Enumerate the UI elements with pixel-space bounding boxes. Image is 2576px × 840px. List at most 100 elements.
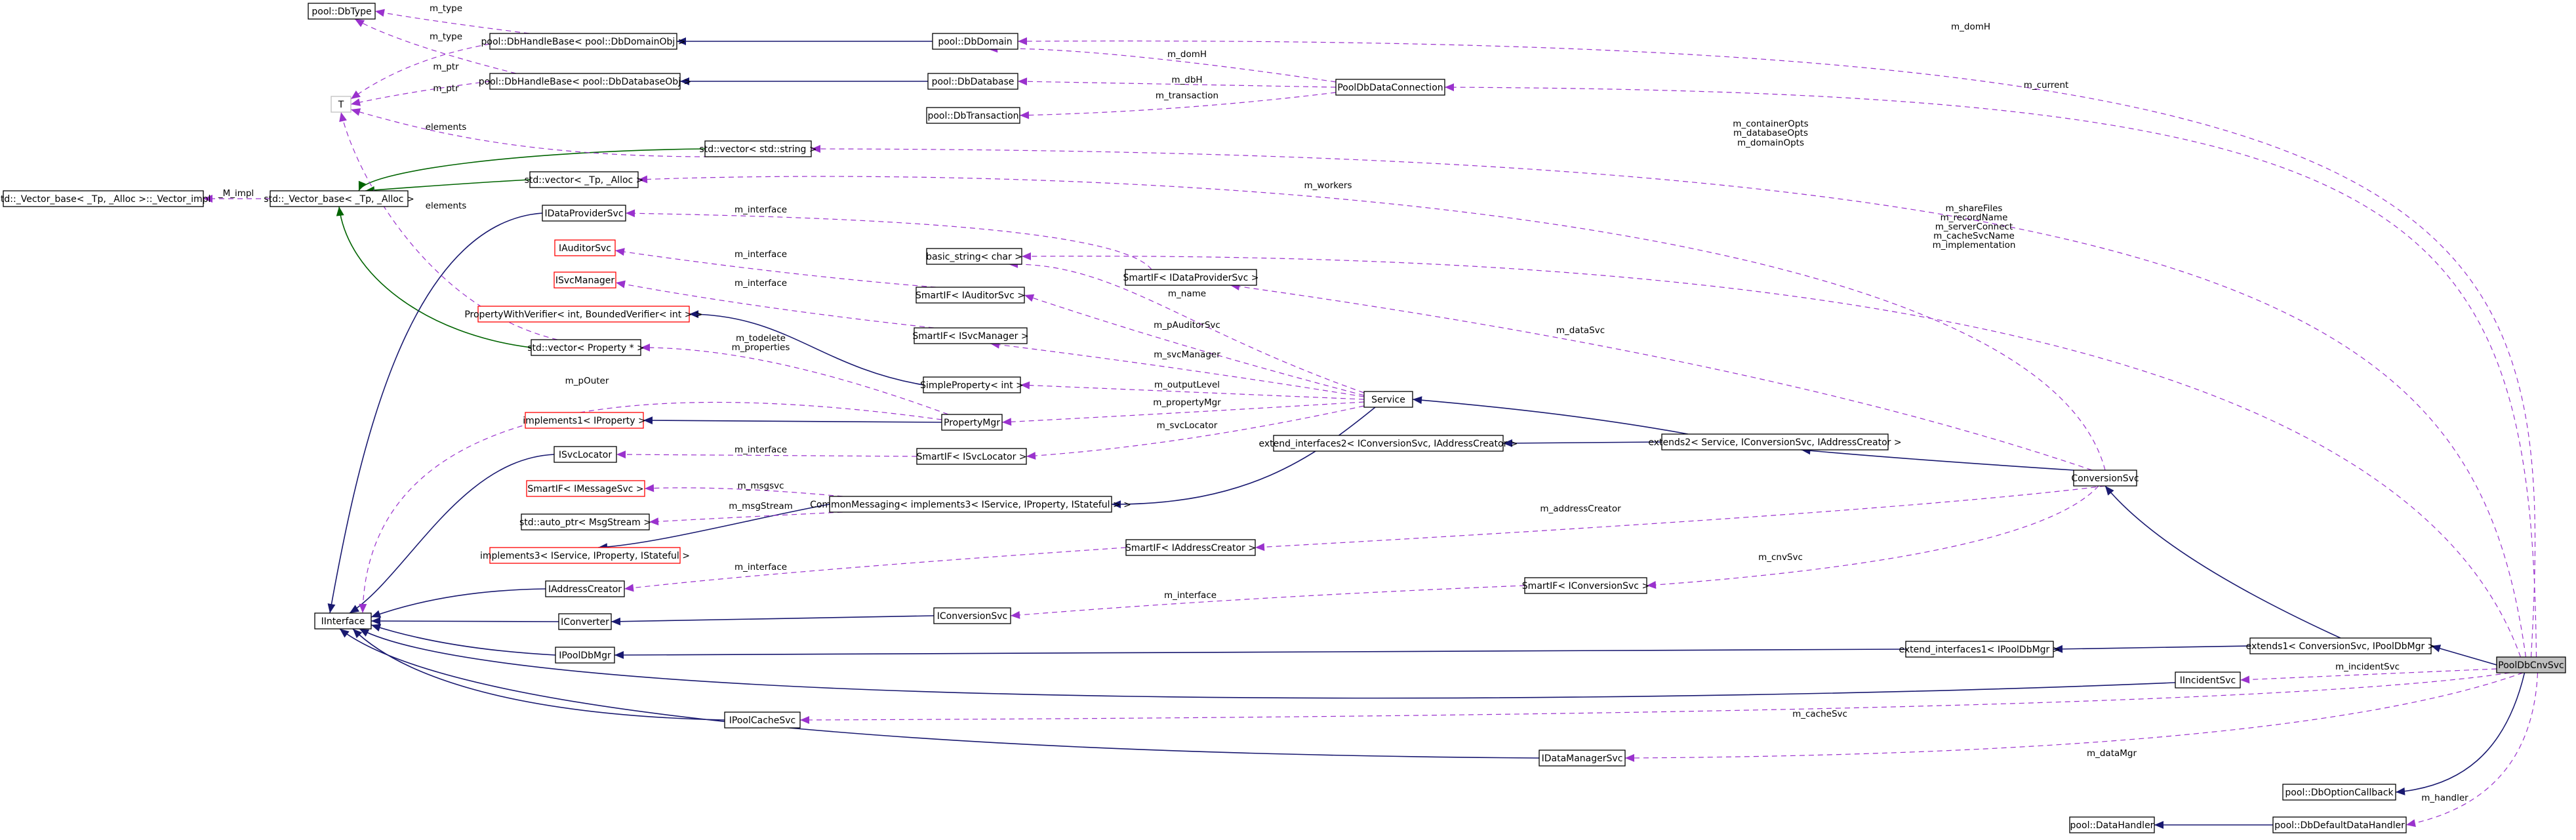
- node-vector-base[interactable]: std::_Vector_base< _Tp, _Alloc >: [264, 190, 414, 207]
- node-smartif-iconversionsvc[interactable]: SmartIF< IConversionSvc >: [1522, 577, 1649, 594]
- node-extends1[interactable]: extends1< ConversionSvc, IPoolDbMgr >: [2246, 637, 2436, 654]
- node-propertymgr[interactable]: PropertyMgr: [941, 414, 1003, 431]
- uses-edge: [1026, 405, 1365, 457]
- node-label: extends2< Service, IConversionSvc, IAddr…: [1648, 437, 1901, 448]
- edge-label-m-interface-4: m_interface: [735, 445, 787, 455]
- node-dbhandle-domain[interactable]: pool::DbHandleBase< pool::DbDomainObj >: [481, 33, 686, 50]
- uses-edge: [615, 282, 935, 329]
- uses-edge: [616, 454, 917, 457]
- inheritance-edge: [371, 588, 546, 618]
- uses-arrowhead: [351, 98, 361, 106]
- node-idatamanagersvc[interactable]: IDataManagerSvc: [1539, 750, 1626, 767]
- node-iconversionsvc[interactable]: IConversionSvc: [933, 607, 1011, 624]
- node-label: pool::DbTransaction: [927, 111, 1018, 121]
- uses-arrowhead: [1018, 37, 1028, 45]
- node-conversionsvc[interactable]: ConversionSvc: [2071, 470, 2139, 487]
- node-vector-base-impl[interactable]: std::_Vector_base< _Tp, _Alloc >::_Vecto…: [0, 190, 211, 207]
- edge-label-m-interface-2: m_interface: [735, 249, 787, 260]
- uses-arrowhead: [339, 112, 347, 122]
- node-datahandler[interactable]: pool::DataHandler: [2069, 816, 2155, 833]
- node-dbtransaction[interactable]: pool::DbTransaction: [926, 107, 1020, 124]
- uses-edge: [2240, 668, 2497, 681]
- node-label: SmartIF< IAuditorSvc >: [916, 290, 1025, 301]
- node-vector-tp[interactable]: std::vector< _Tp, _Alloc >: [525, 171, 644, 188]
- node-dbdefaultdatahandler[interactable]: pool::DbDefaultDataHandler: [2272, 816, 2407, 833]
- uses-edge: [1624, 672, 2524, 759]
- edge-label-m-properties: m_properties: [732, 342, 790, 353]
- uses-edge: [350, 109, 719, 157]
- node-simpleproperty-int[interactable]: SimpleProperty< int >: [920, 376, 1024, 393]
- node-smartif-isvclocator[interactable]: SmartIF< ISvcLocator >: [916, 448, 1027, 465]
- inheritance-arrowhead: [680, 77, 689, 85]
- node-iconverter[interactable]: IConverter: [558, 613, 612, 630]
- inheritance-edge: [2053, 645, 2251, 650]
- node-smartif-imessagesvc[interactable]: SmartIF< IMessageSvc >: [526, 480, 645, 497]
- node-smartif-isvcmanager[interactable]: SmartIF< ISvcManager >: [912, 327, 1029, 344]
- edge-label-m-share-files: m_shareFiles: [1946, 203, 2003, 214]
- uses-edge: [1010, 585, 1525, 616]
- node-extends2[interactable]: extends2< Service, IConversionSvc, IAddr…: [1648, 433, 1902, 450]
- node-commonmessaging[interactable]: CommonMessaging< implements3< IService, …: [810, 496, 1131, 513]
- node-propertywithverifier[interactable]: PropertyWithVerifier< int, BoundedVerifi…: [464, 306, 703, 323]
- uses-arrowhead: [359, 603, 367, 613]
- node-dbhandle-database[interactable]: pool::DbHandleBase< pool::DbDatabaseObj …: [479, 73, 691, 90]
- node-dbdatabase[interactable]: pool::DbDatabase: [927, 73, 1018, 90]
- node-t[interactable]: T: [331, 96, 352, 113]
- node-implements3[interactable]: implements3< IService, IProperty, IState…: [480, 547, 690, 564]
- node-extend-interfaces1[interactable]: extend_interfaces1< IPoolDbMgr >: [1899, 641, 2061, 658]
- inheritance-arrowhead: [340, 629, 350, 638]
- inheritance-edge: [1801, 449, 2074, 471]
- node-smartif-iauditorsvc[interactable]: SmartIF< IAuditorSvc >: [916, 287, 1025, 304]
- edge-label-m-cnv-svc: m_cnvSvc: [1758, 552, 1803, 563]
- node-isvcmanager[interactable]: ISvcManager: [553, 271, 616, 289]
- uses-arrowhead: [626, 209, 635, 218]
- node-implements1-iproperty[interactable]: implements1< IProperty >: [523, 412, 646, 429]
- node-vector-property[interactable]: std::vector< Property * >: [527, 339, 645, 356]
- uses-edge: [1024, 294, 1365, 396]
- node-iauditorsvc[interactable]: IAuditorSvc: [554, 239, 616, 256]
- node-dboptioncallback[interactable]: pool::DbOptionCallback: [2282, 784, 2396, 801]
- node-smartif-iaddresscreator[interactable]: SmartIF< IAddressCreator >: [1125, 539, 1256, 556]
- uses-arrowhead: [1020, 381, 1030, 390]
- node-iinterface[interactable]: IInterface: [314, 612, 372, 630]
- inheritance-edge: [339, 628, 1540, 759]
- inheritance-edge: [329, 212, 543, 614]
- edge-label-m-msg-stream: m_msgStream: [729, 501, 793, 511]
- uses-edge: [625, 212, 1152, 270]
- uses-edge: [640, 347, 949, 415]
- node-label: SimpleProperty< int >: [920, 380, 1024, 391]
- node-iaddresscreator[interactable]: IAddressCreator: [545, 580, 625, 597]
- node-dbdomain[interactable]: pool::DbDomain: [932, 33, 1018, 50]
- node-ipoolcachesvc[interactable]: IPoolCacheSvc: [724, 711, 801, 729]
- node-isvclocator[interactable]: ISvcLocator: [553, 446, 617, 463]
- node-smartif-idataprovidersvc[interactable]: SmartIF< IDataProviderSvc >: [1123, 269, 1259, 286]
- uses-arrowhead: [624, 584, 634, 592]
- node-basic-string-char[interactable]: basic_string< char >: [926, 248, 1022, 265]
- node-auto-ptr-msgstream[interactable]: std::auto_ptr< MsgStream >: [519, 513, 651, 530]
- node-extend-interfaces2[interactable]: extend_interfaces2< IConversionSvc, IAdd…: [1258, 435, 1518, 452]
- node-pooldbcnvsvc[interactable]: PoolDbCnvSvc: [2496, 656, 2566, 673]
- uses-edge: [340, 111, 558, 340]
- inheritance-arrowhead: [2154, 821, 2163, 829]
- node-vector-string[interactable]: std::vector< std::string >: [699, 140, 817, 157]
- node-service[interactable]: Service: [1363, 391, 1413, 408]
- node-label: CommonMessaging< implements3< IService, …: [810, 500, 1131, 510]
- uses-edge: [649, 511, 843, 523]
- node-iincidentsvc[interactable]: IIncidentSvc: [2175, 671, 2241, 689]
- node-dbtype[interactable]: pool::DbType: [308, 3, 376, 20]
- inheritance-edge: [611, 615, 935, 622]
- uses-edge: [637, 176, 2106, 471]
- edge-label-m-cache-svc: m_cacheSvc: [1792, 709, 1847, 719]
- uses-arrowhead: [638, 175, 648, 184]
- node-label: pool::DbType: [312, 7, 371, 17]
- inheritance-arrowhead: [677, 37, 686, 45]
- uses-arrowhead: [645, 484, 654, 492]
- inheritance-edge: [349, 454, 555, 614]
- node-label: ConversionSvc: [2071, 473, 2139, 484]
- node-ipooldbmgr[interactable]: IPoolDbMgr: [555, 647, 615, 664]
- uses-arrowhead: [649, 517, 659, 526]
- node-label: std::_Vector_base< _Tp, _Alloc >::_Vecto…: [0, 194, 211, 205]
- uses-arrowhead: [1020, 111, 1030, 119]
- node-pooldbdataconnection[interactable]: PoolDbDataConnection: [1335, 79, 1445, 96]
- node-idataprovidersvc[interactable]: IDataProviderSvc: [542, 205, 626, 222]
